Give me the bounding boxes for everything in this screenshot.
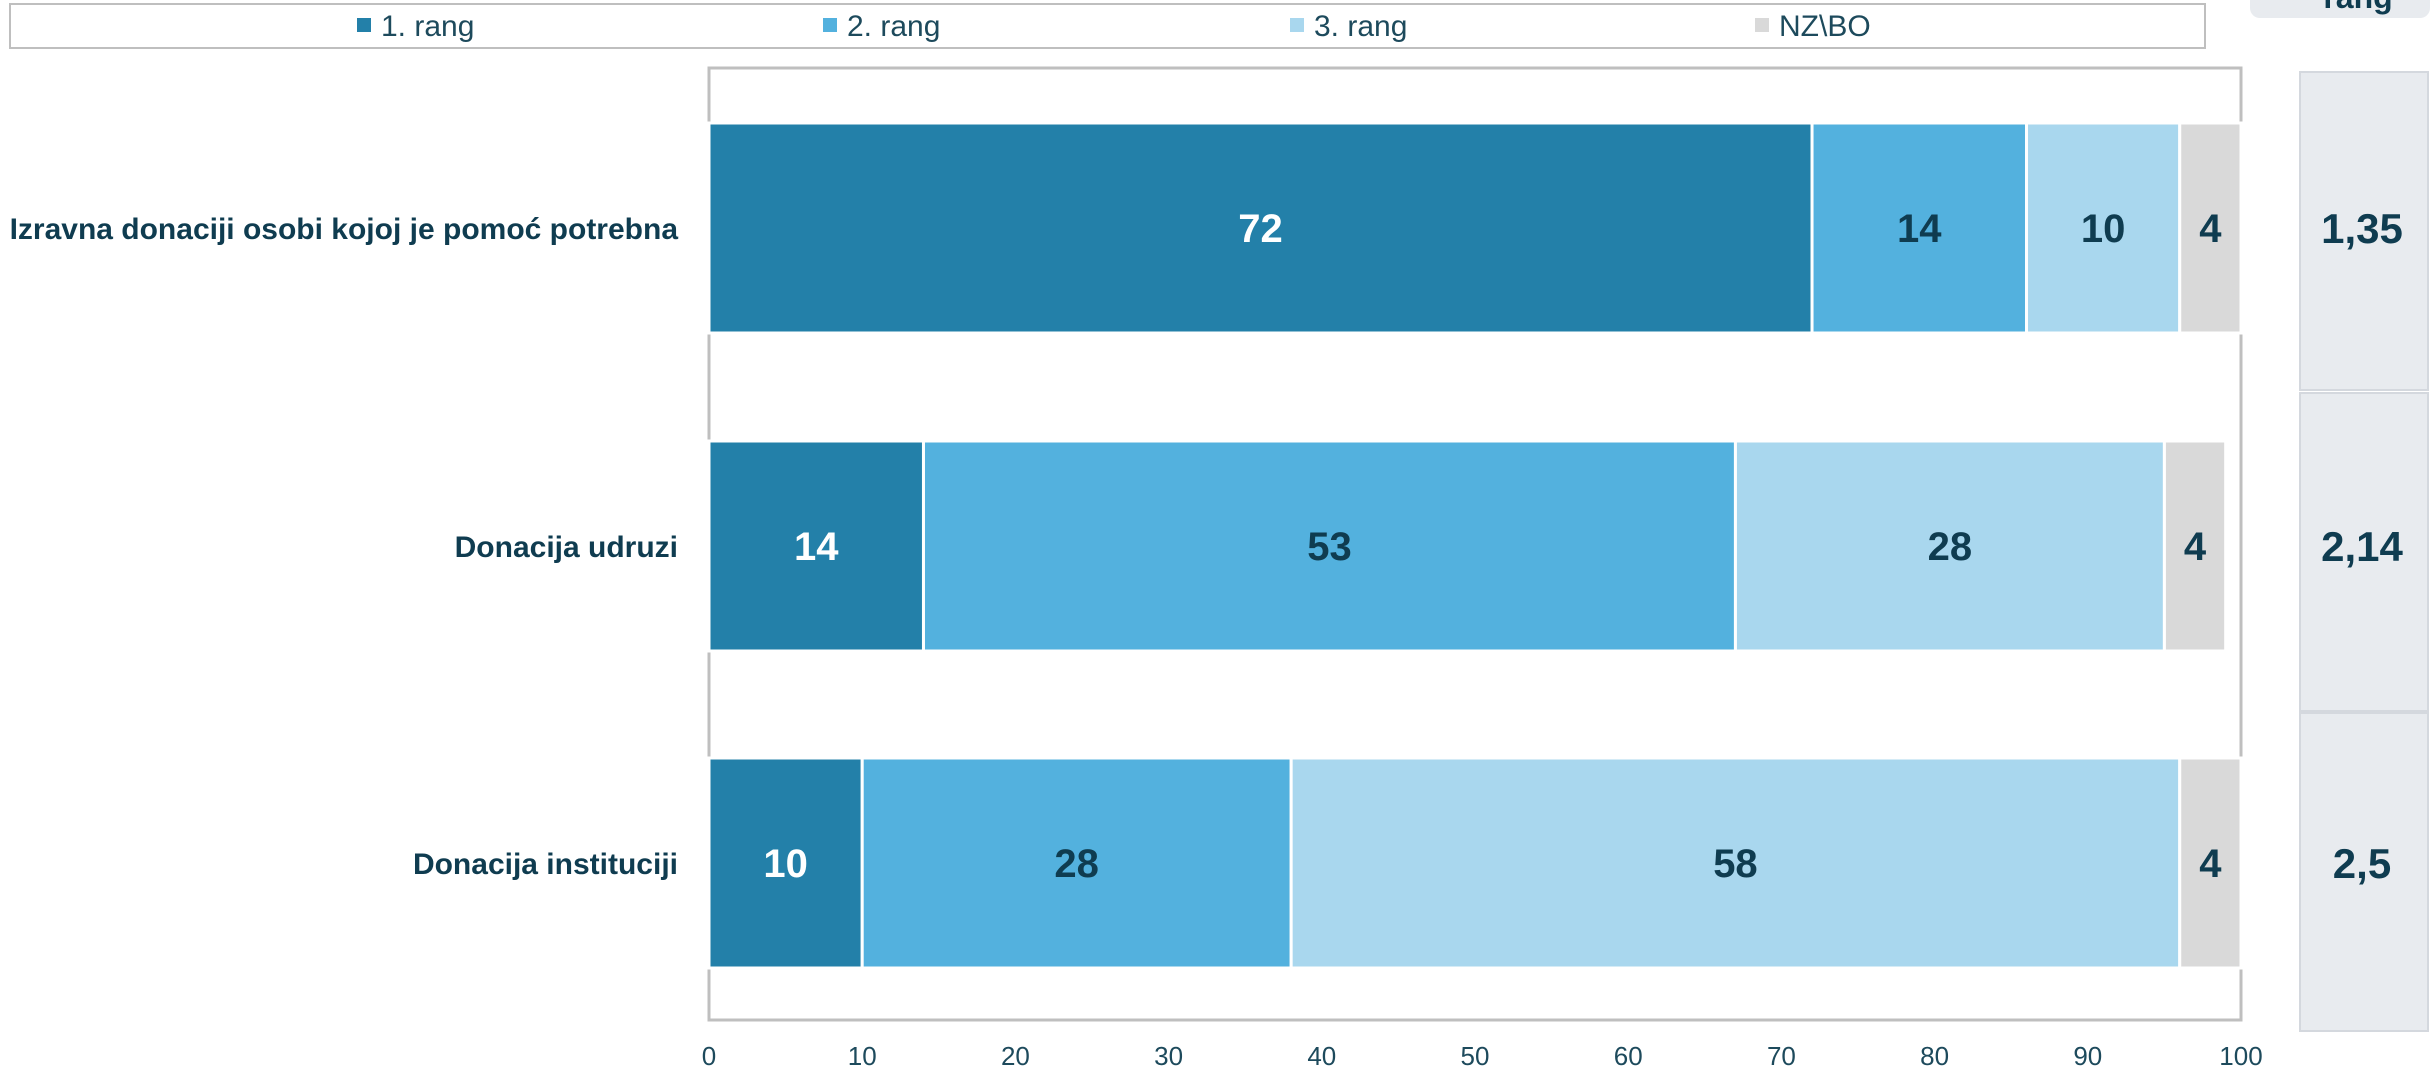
x-tick-50: 50	[1461, 1041, 1490, 1068]
side-header-box	[2250, 0, 2430, 18]
side-header: rang	[2323, 0, 2392, 15]
bar-label-1-2: 14	[1897, 207, 1942, 251]
legend-swatch-2	[823, 18, 837, 32]
category-label-3: Donacija instituciji	[413, 848, 678, 881]
side-cell-1	[2299, 71, 2429, 391]
category-label-2: Donacija udruzi	[455, 531, 678, 564]
x-axis-ticks: 0 10 20 30 40 50 60 70 80 90 100	[702, 1041, 2263, 1068]
bar-1-2	[1810, 121, 2029, 335]
legend-frame	[9, 3, 2206, 49]
legend-label-2: 2. rang	[847, 10, 940, 43]
x-tick-20: 20	[1001, 1041, 1030, 1068]
legend: 1. rang 2. rang 3. rang NZ\BO	[357, 10, 1871, 43]
side-value-3: 2,5	[2333, 840, 2391, 887]
x-tick-10: 10	[848, 1041, 877, 1068]
bar-label-3-2: 28	[1054, 842, 1099, 886]
bar-label-1-3: 10	[2081, 207, 2126, 251]
bar-2-3	[1733, 439, 2166, 653]
legend-swatch-3	[1290, 18, 1304, 32]
bar-3-1	[707, 756, 864, 970]
x-tick-40: 40	[1307, 1041, 1336, 1068]
bar-2-4	[2162, 439, 2228, 653]
side-cell-3	[2299, 712, 2429, 1032]
legend-label-3: 3. rang	[1314, 10, 1407, 43]
category-labels: Izravna donaciji osobi kojoj je pomoć po…	[10, 213, 679, 881]
bar-3-3	[1289, 756, 2182, 970]
average-rank-panel: rang 1,35 2,14 2,5	[2250, 0, 2430, 1032]
bar-3-4	[2178, 756, 2243, 970]
bar-label-2-1: 14	[794, 525, 839, 569]
legend-swatch-4	[1755, 18, 1769, 32]
bar-label-2-3: 28	[1928, 525, 1973, 569]
bar-3-2	[860, 756, 1293, 970]
x-tick-70: 70	[1767, 1041, 1796, 1068]
x-tick-100: 100	[2219, 1041, 2262, 1068]
legend-swatch-1	[357, 18, 371, 32]
x-tick-60: 60	[1614, 1041, 1643, 1068]
bar-1-1	[707, 121, 1814, 335]
legend-label-1: 1. rang	[381, 10, 474, 43]
x-tick-90: 90	[2073, 1041, 2102, 1068]
bar-label-1-1: 72	[1238, 207, 1283, 251]
bar-2-2	[921, 439, 1737, 653]
bar-label-3-1: 10	[763, 842, 808, 886]
category-label-1: Izravna donaciji osobi kojoj je pomoć po…	[10, 213, 679, 246]
bar-label-1-4: 4	[2199, 207, 2222, 251]
side-value-1: 1,35	[2321, 205, 2403, 252]
bar-label-3-4: 4	[2199, 842, 2222, 886]
side-value-2: 2,14	[2321, 523, 2403, 570]
x-tick-80: 80	[1920, 1041, 1949, 1068]
bar-1-4	[2178, 121, 2243, 335]
legend-label-4: NZ\BO	[1779, 10, 1871, 43]
bars: 72 14 10 4 14 53 28 4 10 28 58 4	[707, 121, 2243, 970]
x-tick-0: 0	[702, 1041, 716, 1068]
bar-2-1	[707, 439, 925, 653]
x-tick-30: 30	[1154, 1041, 1183, 1068]
bar-label-3-3: 58	[1713, 842, 1758, 886]
bar-label-2-4: 4	[2184, 525, 2207, 569]
side-cell-2	[2299, 392, 2429, 712]
bar-label-2-2: 53	[1307, 525, 1352, 569]
